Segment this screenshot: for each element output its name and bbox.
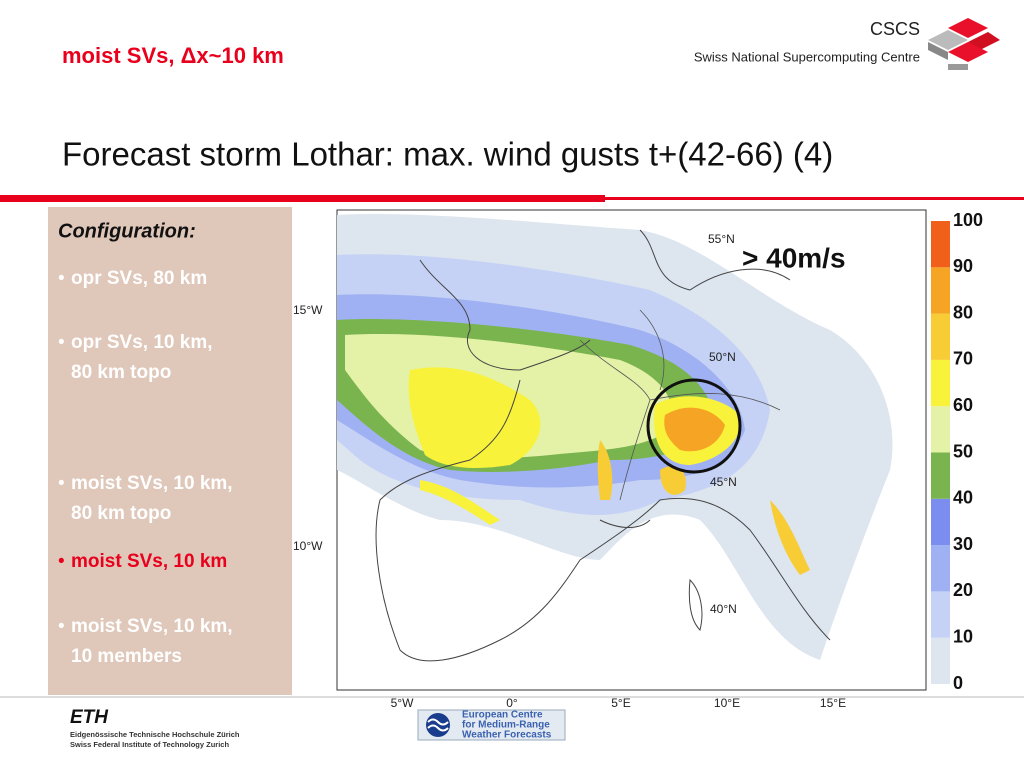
map-labels: 55°N 50°N 45°N 40°N 5°W 0° 5°E 10°E 15°E 15°W 10°W xyxy=(293,232,846,710)
colorbar-label: 10 xyxy=(953,626,973,646)
colorbar-label: 60 xyxy=(953,395,973,415)
lon-label: 15°W xyxy=(293,303,323,317)
lon-label: 5°E xyxy=(611,696,630,710)
lon-label: 0° xyxy=(506,696,518,710)
colorbar-label: 0 xyxy=(953,673,963,693)
colorbar-bin xyxy=(931,637,950,684)
lat-label: 40°N xyxy=(710,602,737,616)
sidebar-heading: Configuration: xyxy=(58,220,196,242)
eth-line: Eidgenössische Technische Hochschule Zür… xyxy=(70,730,240,739)
map xyxy=(336,209,927,691)
lon-label: 10°W xyxy=(293,539,323,553)
eth-line: Swiss Federal Institute of Technology Zu… xyxy=(70,740,229,749)
colorbar-label: 50 xyxy=(953,441,973,461)
cscs-logo xyxy=(928,18,1000,70)
ecmwf-logo xyxy=(417,709,566,741)
colorbar-bin xyxy=(931,221,950,268)
colorbar-label: 40 xyxy=(953,488,973,508)
colorbar-bin xyxy=(931,545,950,592)
ecmwf-line: Weather Forecasts xyxy=(462,730,552,741)
lat-label: 45°N xyxy=(710,475,737,489)
colorbar-bin xyxy=(931,313,950,360)
sidebar xyxy=(48,207,292,695)
ecmwf-line: European Centre xyxy=(462,710,543,721)
sidebar-item: moist SVs, 10 km, xyxy=(71,616,233,637)
bullet: • xyxy=(58,268,65,289)
colorbar-bin xyxy=(931,406,950,453)
subtitle: moist SVs, Δx~10 km xyxy=(62,43,284,68)
lon-label: 10°E xyxy=(714,696,740,710)
lat-label: 50°N xyxy=(709,350,736,364)
colorbar-bin xyxy=(931,498,950,546)
lat-label: 55°N xyxy=(708,232,735,246)
lon-label: 15°E xyxy=(820,696,846,710)
ecmwf-line: for Medium-Range xyxy=(462,720,550,731)
bullet: • xyxy=(58,551,65,572)
colorbar-label: 80 xyxy=(953,302,973,322)
colorbar-label: 100 xyxy=(953,210,983,230)
org-full-name: Swiss National Supercomputing Centre xyxy=(694,49,920,64)
sidebar-item: opr SVs, 80 km xyxy=(71,268,207,289)
bullet: • xyxy=(58,616,65,637)
colorbar-bin xyxy=(931,267,950,314)
colorbar-label: 30 xyxy=(953,534,973,554)
org-name: CSCS xyxy=(870,19,920,39)
sidebar-item: 80 km topo xyxy=(71,503,171,524)
sidebar-item: moist SVs, 10 km, xyxy=(71,473,233,494)
sidebar-item: moist SVs, 10 km xyxy=(71,551,227,572)
sidebar-item: opr SVs, 10 km, xyxy=(71,332,213,353)
colorbar: 0 10 20 30 40 50 60 70 80 90 100 xyxy=(931,210,983,693)
title-rule-thin xyxy=(605,197,1024,200)
lon-label: 5°W xyxy=(391,696,414,710)
bullet: • xyxy=(58,473,65,494)
map-annotation: > 40m/s xyxy=(742,242,846,273)
colorbar-bin xyxy=(931,359,950,407)
colorbar-label: 20 xyxy=(953,580,973,600)
colorbar-bin xyxy=(931,591,950,638)
sidebar-item: 80 km topo xyxy=(71,362,171,383)
sidebar-item: 10 members xyxy=(71,646,182,667)
colorbar-label: 90 xyxy=(953,256,973,276)
bullet: • xyxy=(58,332,65,353)
slide-title: Forecast storm Lothar: max. wind gusts t… xyxy=(62,136,833,173)
eth-logo: ETH xyxy=(70,707,109,728)
colorbar-bin xyxy=(931,452,950,499)
sidebar-items: • opr SVs, 80 km • opr SVs, 10 km, 80 km top… xyxy=(58,268,233,667)
title-rule xyxy=(0,195,605,202)
colorbar-label: 70 xyxy=(953,349,973,369)
